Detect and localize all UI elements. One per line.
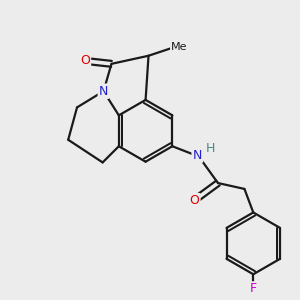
Text: N: N (99, 85, 108, 98)
Text: O: O (80, 54, 90, 68)
Text: O: O (190, 194, 200, 207)
Text: N: N (193, 148, 202, 162)
Text: H: H (205, 142, 215, 155)
Text: Me: Me (171, 42, 188, 52)
Text: F: F (250, 283, 257, 296)
